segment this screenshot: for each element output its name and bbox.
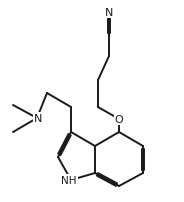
Text: NH: NH — [61, 175, 77, 185]
Text: N: N — [105, 8, 113, 18]
Text: N: N — [34, 114, 42, 123]
Text: O: O — [115, 115, 123, 124]
